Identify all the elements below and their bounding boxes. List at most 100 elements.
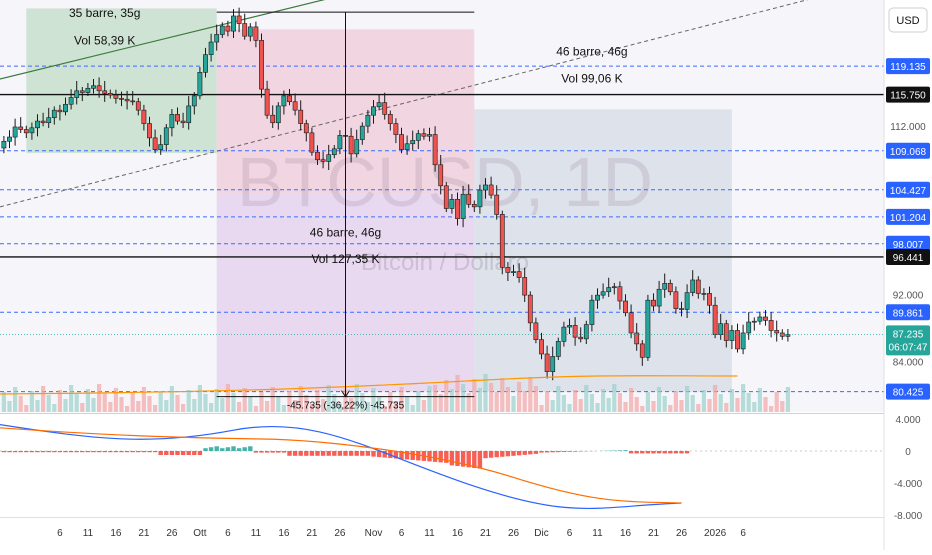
candle-body [366, 115, 370, 126]
annotation-5: Vol 127,35 K [311, 252, 379, 266]
candle-body [539, 340, 543, 354]
candle-body [136, 102, 140, 110]
candle-body [696, 280, 700, 293]
macd-hist-bar [551, 451, 555, 452]
candle-body [472, 204, 476, 207]
macd-hist-bar [282, 451, 286, 453]
volume-bar [181, 404, 185, 412]
candle-body [573, 325, 577, 337]
candle-body [19, 127, 23, 130]
volume-bar [427, 386, 431, 412]
volume-bar [595, 403, 599, 412]
candle-body [730, 330, 734, 340]
volume-bar [478, 388, 482, 412]
candle-body [181, 121, 185, 123]
macd-hist-bar [265, 451, 269, 453]
candle-body [651, 300, 655, 306]
volume-bar [517, 382, 521, 412]
candle-body [248, 27, 252, 36]
macd-background [0, 415, 884, 515]
candle-body [2, 141, 6, 148]
annotation-1: Vol 58,39 K [74, 34, 135, 48]
price-label-7: 96.441 [893, 253, 924, 264]
macd-hist-bar [567, 451, 571, 452]
macd-hist-bar [646, 451, 650, 453]
volume-bar [47, 395, 51, 412]
candle-body [108, 93, 112, 95]
macd-hist-bar [511, 451, 515, 456]
volume-bar [192, 399, 196, 412]
volume-bar [618, 393, 622, 412]
macd-hist-bar [24, 451, 28, 452]
macd-hist-bar [545, 451, 549, 452]
candle-body [321, 160, 325, 162]
macd-hist-bar [539, 451, 543, 453]
volume-bar [545, 391, 549, 412]
macd-hist-bar [349, 451, 353, 456]
macd-hist-bar [411, 451, 415, 460]
macd-hist-bar [243, 447, 247, 451]
volume-bar [63, 399, 67, 412]
macd-hist-bar [231, 446, 235, 451]
macd-hist-bar [52, 451, 56, 452]
candle-body [265, 89, 269, 115]
volume-bar [80, 403, 84, 412]
candle-body [97, 86, 101, 91]
macd-hist-bar [63, 451, 67, 452]
volume-bar [52, 404, 56, 412]
candle-body [355, 140, 359, 154]
macd-hist-bar [534, 451, 538, 454]
macd-hist-bar [366, 451, 370, 456]
candle-body [276, 106, 280, 123]
macd-hist-bar [220, 448, 224, 451]
macd-hist-bar [623, 450, 627, 451]
volume-bar [663, 396, 667, 412]
candle-body [119, 98, 123, 99]
volume-bar [629, 388, 633, 412]
candle-body [147, 124, 151, 138]
macd-hist-bar [371, 451, 375, 457]
candle-body [612, 287, 616, 288]
candle-body [243, 24, 247, 37]
volume-bar [422, 400, 426, 412]
macd-hist-bar [495, 451, 499, 457]
macd-tick-1: 0 [905, 447, 911, 458]
candle-body [299, 110, 303, 123]
candle-body [579, 337, 583, 339]
volume-bar [551, 400, 555, 412]
volume-bar [265, 401, 269, 412]
volume-bar [511, 396, 515, 412]
macd-hist-bar [181, 451, 185, 455]
macd-hist-bar [327, 451, 331, 456]
time-label-8: 16 [278, 528, 290, 539]
macd-tick-0: 4.000 [895, 415, 920, 426]
candle-body [170, 114, 174, 127]
candle-body [349, 136, 353, 154]
measure-label: -45.735 (-36,22%) -45.735 [287, 401, 405, 412]
volume-bar [231, 393, 235, 412]
volume-bar [534, 386, 538, 412]
volume-bar [635, 397, 639, 412]
volume-bar [763, 397, 767, 412]
volume-bar [735, 398, 739, 412]
volume-bar [41, 386, 45, 412]
time-label-4: 26 [166, 528, 178, 539]
candle-body [405, 144, 409, 150]
candle-body [523, 277, 527, 295]
price-label-3: 109.068 [890, 147, 927, 158]
volume-bar [153, 405, 157, 412]
volume-bar [203, 394, 207, 412]
macd-tick-2: -4.000 [894, 479, 923, 490]
volume-bar [461, 384, 465, 412]
macd-hist-bar [433, 451, 437, 462]
macd-hist-bar [679, 451, 683, 453]
candle-body [769, 320, 773, 330]
candle-body [584, 325, 588, 339]
annotation-0: 35 barre, 35g [69, 6, 140, 20]
macd-hist-bar [455, 451, 459, 466]
macd-hist-bar [7, 451, 11, 452]
macd-hist-bar [478, 451, 482, 469]
candle-body [114, 95, 118, 98]
